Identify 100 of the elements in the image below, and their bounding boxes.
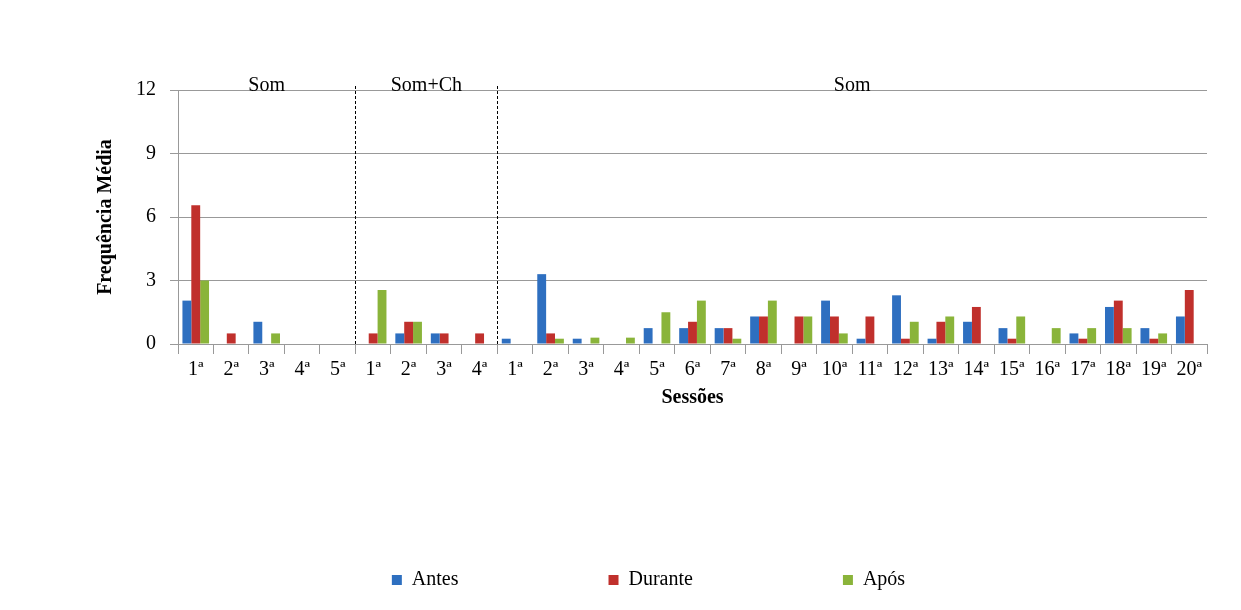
bar [404,321,414,344]
annotation: Som+Ch [390,73,463,96]
x-tick-label: 2ª [400,357,417,380]
bar [794,316,804,344]
x-tick-label: 1ª [507,357,524,380]
bar [963,321,972,344]
x-tick-label: 5ª [649,357,666,380]
bar [679,328,689,344]
x-tick-label: 3ª [436,357,453,380]
bar [572,338,582,344]
x-tick-label: 3ª [258,357,275,380]
bar [838,333,848,344]
bar [253,321,263,344]
bar [1149,338,1159,344]
bar [1016,316,1026,344]
bar [625,337,635,344]
legend-label: Durante [628,567,694,590]
bar [767,300,777,344]
y-axis-title: Frequência Média [93,139,117,295]
bar [191,205,201,344]
x-tick-label: 2ª [223,357,240,380]
bar [750,316,760,344]
bar [856,338,866,344]
x-tick-label: 17ª [1070,357,1097,380]
x-tick-label: 4ª [294,357,311,380]
bar [226,333,236,344]
bar [200,280,210,344]
bar [998,328,1008,344]
bar [936,321,946,344]
bar [1158,333,1168,344]
x-tick-label: 1ª [365,357,382,380]
bar [1051,328,1061,344]
annotation: Som [833,73,871,96]
x-tick-label: 4ª [471,357,488,380]
bar [865,316,875,344]
bar [803,316,813,344]
x-tick-label: 7ª [720,357,737,380]
bar [377,290,387,344]
x-axis-title: Sessões [661,385,724,408]
bar [714,328,724,344]
x-tick-label: 16ª [1034,357,1061,380]
bar [1069,333,1079,344]
bar [395,333,405,344]
bar [1078,338,1088,344]
x-tick-label: 4ª [613,357,630,380]
bar [643,328,653,344]
bar [732,338,742,344]
bar [971,306,981,344]
y-tick-label: 6 [146,204,156,227]
bar [759,316,768,344]
legend-label: Após [862,567,906,591]
legend-label: Antes [411,567,459,590]
bar [909,321,919,344]
bar [696,300,706,344]
x-tick-label: 8ª [755,357,772,380]
bar [1104,306,1114,344]
bar [1122,328,1132,344]
bar [723,328,733,344]
bar [590,337,600,344]
x-tick-label: 18ª [1105,357,1132,380]
bar [1175,316,1185,344]
bar [368,333,378,344]
x-tick-label: 19ª [1141,357,1168,380]
x-tick-label: 11ª [857,357,883,380]
y-tick-label: 3 [146,267,156,290]
bar [830,316,839,344]
bar [546,333,555,344]
bar [821,300,830,344]
x-tick-label: 9ª [791,357,808,380]
x-tick-label: 13ª [928,357,955,380]
x-tick-label: 20ª [1176,357,1203,380]
bar [900,338,910,344]
bar [945,316,955,344]
x-tick-label: 2ª [542,357,559,380]
bar [1113,300,1123,344]
bar [182,300,192,344]
bar [1007,338,1017,344]
annotation: Som [248,73,286,96]
bar [501,338,511,344]
bar [1087,328,1097,344]
bar [271,333,281,344]
x-tick-label: 10ª [821,357,848,380]
x-tick-label: 5ª [329,357,346,380]
bar [413,321,422,344]
bar [927,338,937,344]
y-tick-label: 9 [146,140,156,163]
bar [1140,328,1150,344]
y-tick-label: 12 [136,77,156,100]
x-tick-label: 15ª [999,357,1026,380]
bar [475,333,485,344]
y-tick-label: 0 [146,331,156,354]
bar [892,295,901,344]
x-tick-label: 6ª [684,357,701,380]
bar [661,312,671,344]
bar [439,333,449,344]
bar [1184,290,1194,344]
bar [537,274,547,344]
bar [555,338,564,344]
x-tick-label: 12ª [892,357,919,380]
x-tick-label: 14ª [963,357,990,380]
